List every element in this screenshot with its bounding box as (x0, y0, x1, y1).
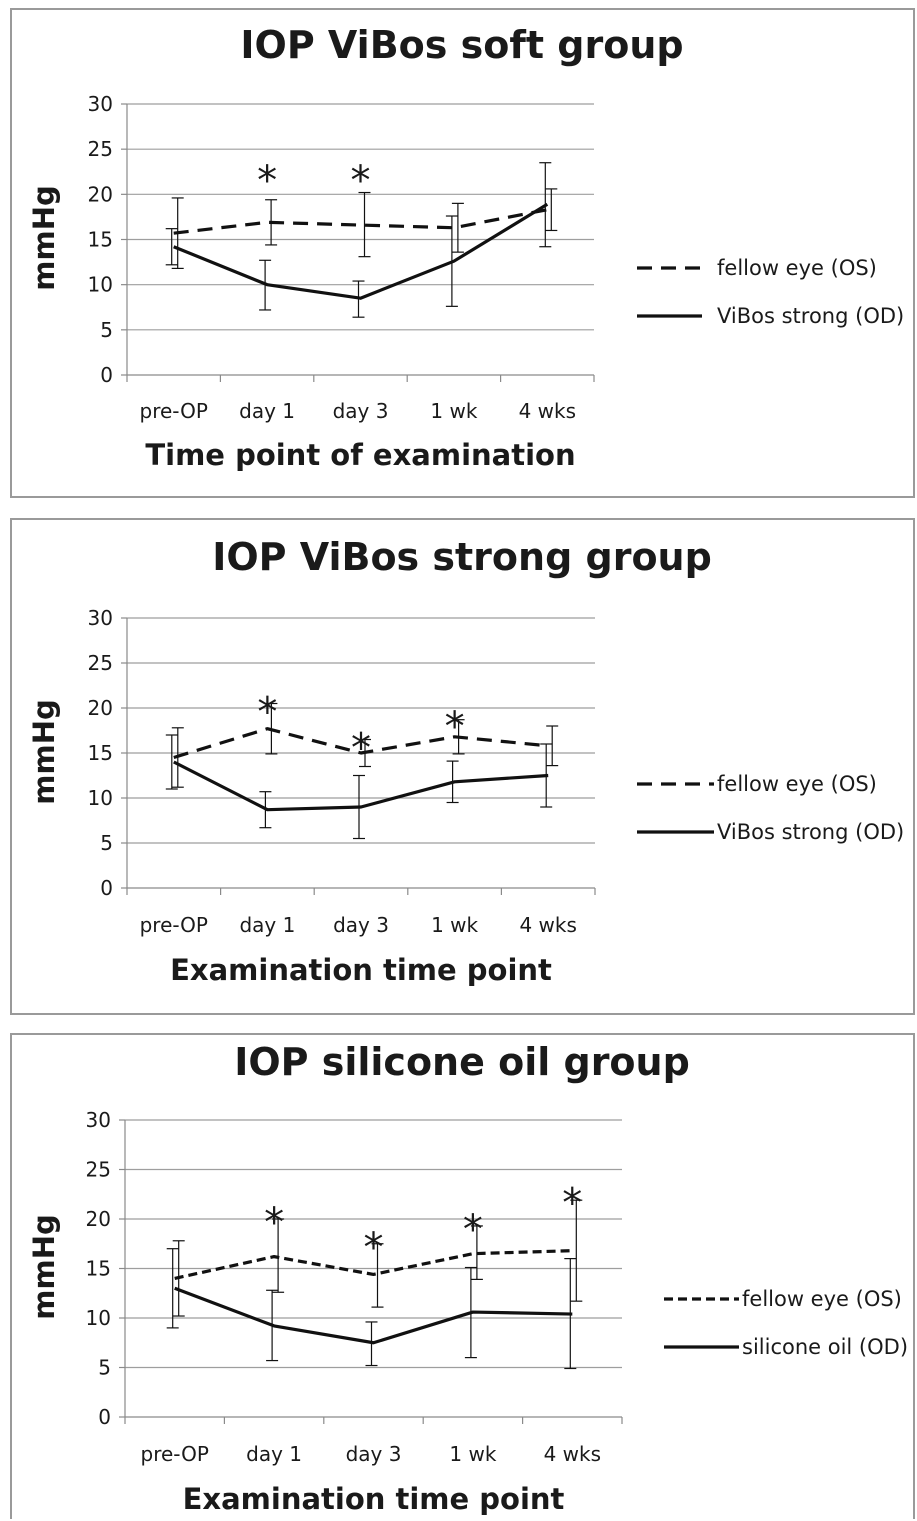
x-tick-label: 1 wk (431, 913, 478, 937)
y-tick-label: 0 (100, 363, 113, 387)
y-tick-label: 30 (86, 1108, 111, 1132)
x-tick-label: 4 wks (519, 913, 576, 937)
y-axis-label: mmHg (27, 185, 61, 290)
legend-label: silicone oil (OD) (742, 1335, 908, 1359)
chart-panel-soft: IOP ViBos soft group 0 5 10 15 20 25 30 pre-OP da… (10, 8, 915, 498)
chart-title: IOP silicone oil group (234, 1040, 690, 1084)
x-tick-label: 1 wk (430, 399, 477, 423)
y-tick-label: 20 (86, 1207, 111, 1231)
y-tick-label: 10 (86, 1306, 111, 1330)
y-tick-label: 5 (100, 318, 113, 342)
series-line-treated-eye (173, 202, 549, 300)
y-tick-label: 10 (88, 273, 113, 297)
significance-star: * (264, 1200, 284, 1246)
y-tick-label: 25 (86, 1158, 111, 1182)
series-line-treated-eye (173, 760, 549, 812)
significance-star: * (364, 1225, 384, 1271)
x-tick-label: pre-OP (141, 1442, 209, 1466)
legend-label: ViBos strong (OD) (717, 304, 904, 328)
significance-star: * (445, 704, 465, 750)
x-tick-label: 1 wk (449, 1442, 496, 1466)
significance-star: * (562, 1180, 582, 1226)
legend-label: ViBos strong (OD) (717, 820, 904, 844)
significance-star: * (463, 1207, 483, 1253)
legend-label: fellow eye (OS) (717, 772, 877, 796)
y-tick-label: 5 (100, 831, 113, 855)
y-tick-label: 0 (98, 1405, 111, 1429)
y-tick-label: 25 (88, 651, 113, 675)
y-tick-label: 10 (88, 786, 113, 810)
chart-panel-strong: IOP ViBos strong group 0 5 10 15 20 25 30 pre-OP… (10, 518, 915, 1015)
y-tick-label: 20 (88, 696, 113, 720)
significance-star: * (351, 158, 371, 204)
chart-panel-silicone: IOP silicone oil group 0 5 10 15 20 25 30 pre-OP… (10, 1033, 915, 1519)
y-tick-label: 0 (100, 876, 113, 900)
y-tick-label: 15 (88, 228, 113, 252)
y-axis-label: mmHg (27, 1214, 61, 1319)
chart-svg-silicone: IOP silicone oil group 0 5 10 15 20 25 30 pre-OP… (27, 1040, 908, 1516)
legend-label: fellow eye (OS) (717, 256, 877, 280)
significance-star: * (351, 726, 371, 772)
series-line-treated-eye (174, 1286, 573, 1345)
chart-svg-strong: IOP ViBos strong group 0 5 10 15 20 25 30 pre-OP… (27, 535, 904, 987)
y-tick-label: 15 (86, 1257, 111, 1281)
x-tick-label: day 3 (333, 913, 389, 937)
x-axis-label: Examination time point (183, 1482, 565, 1516)
x-axis-label: Time point of examination (145, 438, 575, 472)
x-tick-label: day 1 (239, 399, 295, 423)
series-line-fellow-eye (174, 1249, 573, 1280)
y-axis-label: mmHg (27, 699, 61, 804)
x-tick-label: pre-OP (140, 913, 208, 937)
x-tick-label: day 1 (246, 1442, 302, 1466)
y-tick-label: 30 (88, 92, 113, 116)
x-tick-label: day 1 (239, 913, 295, 937)
y-tick-label: 25 (88, 137, 113, 161)
x-tick-label: 4 wks (544, 1442, 601, 1466)
y-tick-label: 30 (88, 606, 113, 630)
chart-title: IOP ViBos strong group (212, 535, 712, 579)
x-axis-label: Examination time point (170, 953, 552, 987)
chart-svg-soft: IOP ViBos soft group 0 5 10 15 20 25 30 pre-OP da… (27, 23, 904, 472)
x-tick-label: 4 wks (519, 399, 576, 423)
significance-star: * (257, 158, 277, 204)
x-tick-label: day 3 (346, 1442, 402, 1466)
y-tick-label: 20 (88, 182, 113, 206)
y-tick-label: 5 (98, 1356, 111, 1380)
y-tick-label: 15 (88, 741, 113, 765)
legend-label: fellow eye (OS) (742, 1287, 902, 1311)
significance-star: * (257, 690, 277, 736)
x-tick-label: day 3 (333, 399, 389, 423)
x-tick-label: pre-OP (140, 399, 208, 423)
series-line-fellow-eye (173, 208, 548, 235)
chart-title: IOP ViBos soft group (240, 23, 683, 67)
series-line-fellow-eye (173, 727, 549, 760)
